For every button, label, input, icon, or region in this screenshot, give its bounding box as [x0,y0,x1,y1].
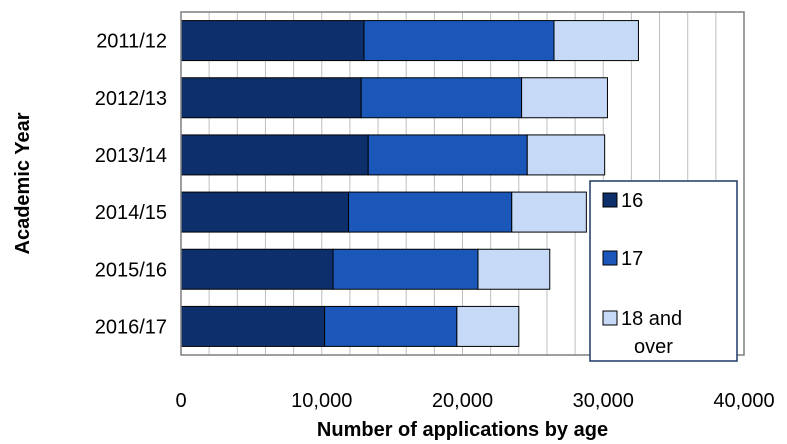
y-tick-label: 2016/17 [95,316,167,338]
bar-2012-13-series-2 [360,77,523,119]
legend-label: 18 and over [621,308,682,358]
bar-2012-13-series-1 [180,77,362,119]
x-axis-title: Number of applications by age [317,419,608,441]
plot-area-border [180,11,745,356]
legend-label: 16 [621,190,643,212]
y-tick-label: 2013/14 [95,145,167,167]
y-axis-tick-labels: 2011/12 2012/13 2013/14 2014/15 2015/16 2016/… [95,31,167,339]
bar-2011-12-series-3 [553,20,639,62]
legend-label: 17 [621,248,643,270]
bar-2014-15-series-1 [180,191,349,233]
bar-2016-17-series-1 [180,305,326,347]
bars [180,20,639,347]
bar-2012-13-series-3 [521,77,608,119]
y-axis-title: Academic Year [12,112,34,254]
bar-2014-15-series-3 [511,191,587,233]
bar-2011-12-series-2 [363,20,555,62]
y-tick-label: 2012/13 [95,88,167,110]
bar-2011-12-series-1 [180,20,365,62]
y-tick-label: 2011/12 [96,31,167,53]
y-tick-label: 2014/15 [95,202,167,224]
x-tick-label: 40,000 [713,390,774,412]
bar-2014-15-series-2 [347,191,513,233]
bar-2015-16-series-1 [180,248,334,290]
legend-swatch [602,310,618,326]
bar-2013-14-series-1 [180,134,369,176]
bar-2013-14-series-2 [367,134,528,176]
legend-swatch [602,250,618,266]
x-tick-label: 0 [175,390,186,412]
bar-2016-17-series-3 [456,305,520,347]
bar-2016-17-series-2 [324,305,458,347]
x-tick-label: 30,000 [573,390,634,412]
y-tick-label: 2015/16 [95,259,167,281]
bar-2015-16-series-3 [477,248,551,290]
legend-swatch [602,192,618,208]
x-tick-label: 20,000 [432,390,493,412]
legend: 16 17 18 and over [589,180,738,362]
bar-2013-14-series-3 [526,134,606,176]
x-tick-label: 10,000 [291,390,352,412]
x-axis-tick-labels: 0 10,000 20,000 30,000 40,000 [175,390,774,412]
bar-2015-16-series-2 [332,248,479,290]
legend-box [589,180,738,362]
